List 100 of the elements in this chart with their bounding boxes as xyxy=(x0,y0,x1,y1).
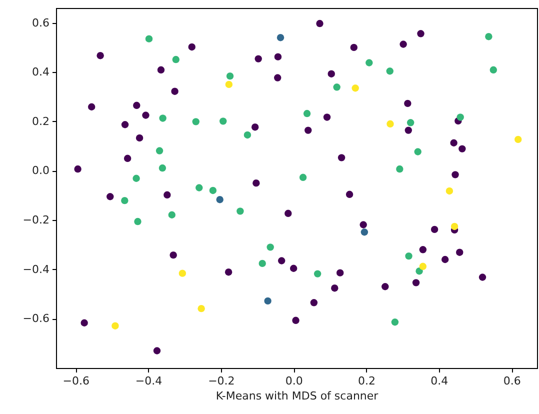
point xyxy=(198,304,205,312)
point xyxy=(352,84,359,92)
point xyxy=(514,136,522,144)
point xyxy=(278,257,286,264)
point xyxy=(323,114,331,121)
x-tick-label: 0.6 xyxy=(503,374,521,388)
point xyxy=(134,218,142,226)
point xyxy=(132,174,140,182)
point xyxy=(156,147,164,154)
point xyxy=(225,80,233,88)
point xyxy=(121,121,129,128)
point xyxy=(158,164,166,172)
y-tick-label: 0.6 xyxy=(32,16,50,30)
point xyxy=(244,131,252,139)
point xyxy=(164,191,171,199)
point xyxy=(274,53,282,60)
point xyxy=(304,126,312,134)
point xyxy=(350,44,358,52)
point xyxy=(133,102,140,109)
point xyxy=(404,100,412,108)
point xyxy=(299,174,307,181)
point xyxy=(328,70,335,78)
point xyxy=(236,208,244,215)
x-tick-label: −0.6 xyxy=(62,374,90,388)
point xyxy=(153,347,161,354)
point xyxy=(136,134,144,142)
point xyxy=(172,56,180,64)
point xyxy=(171,88,178,95)
x-tick-label: 0.2 xyxy=(358,374,376,388)
point xyxy=(159,114,166,122)
point xyxy=(404,126,412,134)
y-tick-label: −0.2 xyxy=(22,214,50,227)
point xyxy=(168,211,176,218)
x-tick-label: −0.4 xyxy=(135,374,162,388)
point xyxy=(386,120,394,128)
point xyxy=(276,34,284,42)
point xyxy=(292,316,300,324)
point xyxy=(251,123,259,131)
point xyxy=(360,221,367,228)
point xyxy=(346,190,354,198)
point xyxy=(441,256,449,264)
point xyxy=(416,267,423,275)
point xyxy=(366,59,373,66)
point xyxy=(310,299,318,306)
point xyxy=(414,148,422,156)
y-tick-label: 0.4 xyxy=(32,66,50,79)
point xyxy=(446,187,454,195)
point xyxy=(412,279,420,286)
point xyxy=(157,66,165,74)
point xyxy=(170,251,177,259)
point xyxy=(274,74,282,82)
point xyxy=(74,165,82,173)
point xyxy=(314,270,322,278)
point xyxy=(456,114,464,121)
point xyxy=(121,196,128,204)
point xyxy=(456,248,464,256)
point xyxy=(196,184,203,192)
x-tick-label: 0.0 xyxy=(285,374,303,388)
point xyxy=(417,30,424,38)
point xyxy=(258,260,266,268)
point xyxy=(80,319,88,326)
point xyxy=(396,165,404,173)
y-tick-label: 0.0 xyxy=(32,164,50,178)
point xyxy=(458,145,466,152)
point xyxy=(450,222,458,230)
point xyxy=(188,43,196,51)
point xyxy=(331,284,338,292)
point xyxy=(178,270,186,277)
point xyxy=(333,84,340,91)
point xyxy=(112,322,119,330)
point xyxy=(419,246,427,254)
point xyxy=(96,52,104,60)
point xyxy=(220,118,227,125)
point xyxy=(224,268,232,276)
point xyxy=(450,139,458,146)
point xyxy=(142,112,150,119)
point xyxy=(430,226,438,234)
point xyxy=(419,262,427,270)
point xyxy=(226,72,234,80)
point xyxy=(192,118,200,126)
point xyxy=(124,154,132,162)
point xyxy=(452,171,459,178)
point xyxy=(264,297,272,305)
point xyxy=(338,154,346,162)
point xyxy=(316,20,324,28)
point xyxy=(478,274,486,281)
y-tick-label: −0.4 xyxy=(22,262,50,276)
point xyxy=(386,68,394,75)
point xyxy=(391,318,399,326)
point xyxy=(88,103,96,110)
point xyxy=(106,193,114,200)
x-tick-label: −0.2 xyxy=(208,374,235,388)
point xyxy=(145,35,153,42)
y-tick-label: 0.2 xyxy=(32,114,50,128)
point xyxy=(405,252,412,260)
point xyxy=(485,33,492,40)
y-tick-label: −0.6 xyxy=(22,312,50,326)
point xyxy=(209,186,217,194)
point xyxy=(266,244,274,251)
point xyxy=(252,179,260,187)
